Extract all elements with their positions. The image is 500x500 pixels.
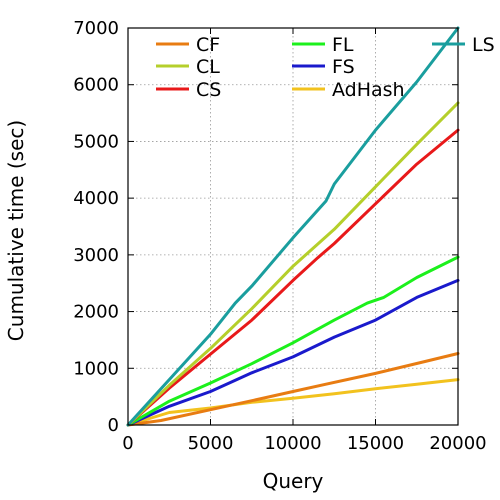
legend-label: FL (332, 34, 354, 56)
x-tick-label: 10000 (264, 433, 321, 454)
legend-item-cs: CS (156, 79, 221, 101)
series-line-cl (126, 101, 460, 427)
x-tick-label: 20000 (429, 433, 486, 454)
x-axis-label: Query (263, 469, 324, 493)
legend-label: CF (196, 34, 220, 56)
y-tick-label: 7000 (73, 18, 119, 39)
y-tick-label: 1000 (73, 358, 119, 379)
series-line-cf (126, 352, 460, 427)
legend-item-adhash: AdHash (292, 79, 405, 101)
legend-label: FS (332, 56, 355, 78)
y-tick-label: 5000 (73, 131, 119, 152)
y-tick-label: 6000 (73, 75, 119, 96)
series-line-adhash (126, 378, 460, 427)
legend-label: CL (196, 56, 220, 78)
legend-item-cf: CF (156, 34, 220, 56)
legend-item-cl: CL (156, 56, 220, 78)
x-tick-label: 0 (122, 433, 133, 454)
legend-label: AdHash (332, 79, 405, 101)
legend-item-fl: FL (292, 34, 354, 56)
legend-label: CS (196, 79, 221, 101)
series-lines (126, 26, 460, 427)
series-line-fl (126, 255, 460, 427)
series-line-cs (126, 128, 460, 427)
series-line-ls (126, 26, 460, 427)
grid (128, 28, 458, 425)
legend-item-fs: FS (292, 56, 355, 78)
y-tick-label: 0 (108, 415, 119, 436)
y-tick-label: 3000 (73, 245, 119, 266)
x-tick-label: 15000 (347, 433, 404, 454)
legend-label: LS (472, 34, 495, 56)
x-tick-label: 5000 (188, 433, 234, 454)
y-tick-label: 2000 (73, 302, 119, 323)
legend-item-ls: LS (432, 34, 495, 56)
y-tick-label: 4000 (73, 188, 119, 209)
axis-ticks: 0 5000 10000 15000 20000 0 1000 2000 3000 4000 500… (73, 18, 486, 454)
y-axis-label: Cumulative time (sec) (4, 120, 28, 341)
series-line-fs (126, 278, 460, 427)
